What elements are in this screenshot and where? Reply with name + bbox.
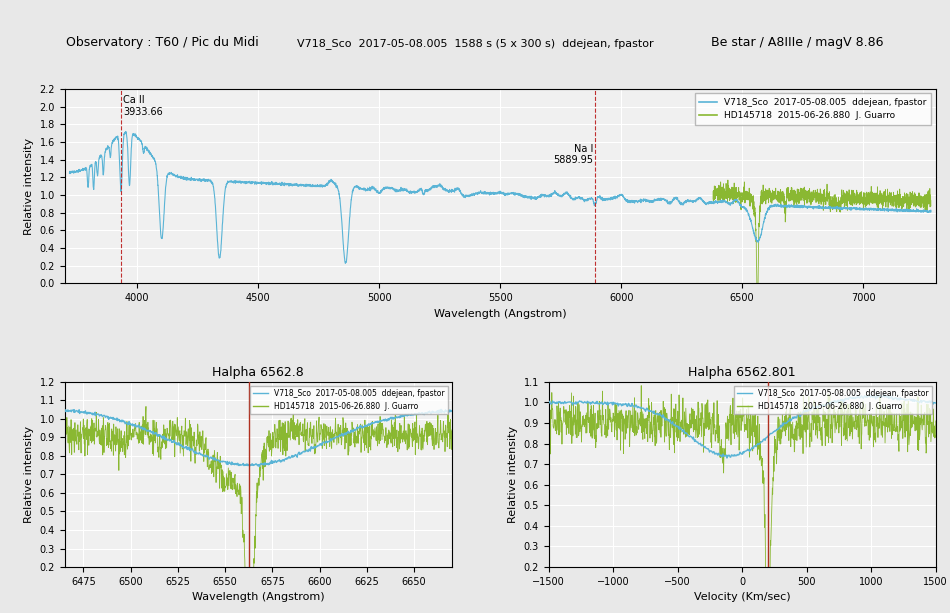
Legend: V718_Sco  2017-05-08.005  ddejean, fpastor, HD145718  2015-06-26.880  J. Guarro: V718_Sco 2017-05-08.005 ddejean, fpastor… [733, 386, 932, 414]
Title: Halpha 6562.8: Halpha 6562.8 [212, 367, 304, 379]
Y-axis label: Relative intensity: Relative intensity [24, 137, 34, 235]
Text: Observatory : T60 / Pic du Midi: Observatory : T60 / Pic du Midi [66, 36, 259, 49]
X-axis label: Wavelength (Angstrom): Wavelength (Angstrom) [192, 592, 325, 603]
Y-axis label: Relative intensity: Relative intensity [508, 426, 518, 523]
Y-axis label: Relative intensity: Relative intensity [24, 426, 34, 523]
Legend: V718_Sco  2017-05-08.005  ddejean, fpastor, HD145718  2015-06-26.880  J. Guarro: V718_Sco 2017-05-08.005 ddejean, fpastor… [694, 93, 931, 125]
Legend: V718_Sco  2017-05-08.005  ddejean, fpastor, HD145718  2015-06-26.880  J. Guarro: V718_Sco 2017-05-08.005 ddejean, fpastor… [250, 386, 448, 414]
X-axis label: Velocity (Km/sec): Velocity (Km/sec) [694, 592, 790, 603]
Text: V718_Sco  2017-05-08.005  1588 s (5 x 300 s)  ddejean, fpastor: V718_Sco 2017-05-08.005 1588 s (5 x 300 … [296, 38, 654, 49]
Text: Be star / A8IIIe / magV 8.86: Be star / A8IIIe / magV 8.86 [711, 36, 884, 49]
X-axis label: Wavelength (Angstrom): Wavelength (Angstrom) [434, 308, 566, 319]
Title: Halpha 6562.801: Halpha 6562.801 [689, 367, 796, 379]
Text: Na I
5889.95: Na I 5889.95 [554, 143, 594, 166]
Text: Ca II
3933.66: Ca II 3933.66 [124, 95, 162, 116]
